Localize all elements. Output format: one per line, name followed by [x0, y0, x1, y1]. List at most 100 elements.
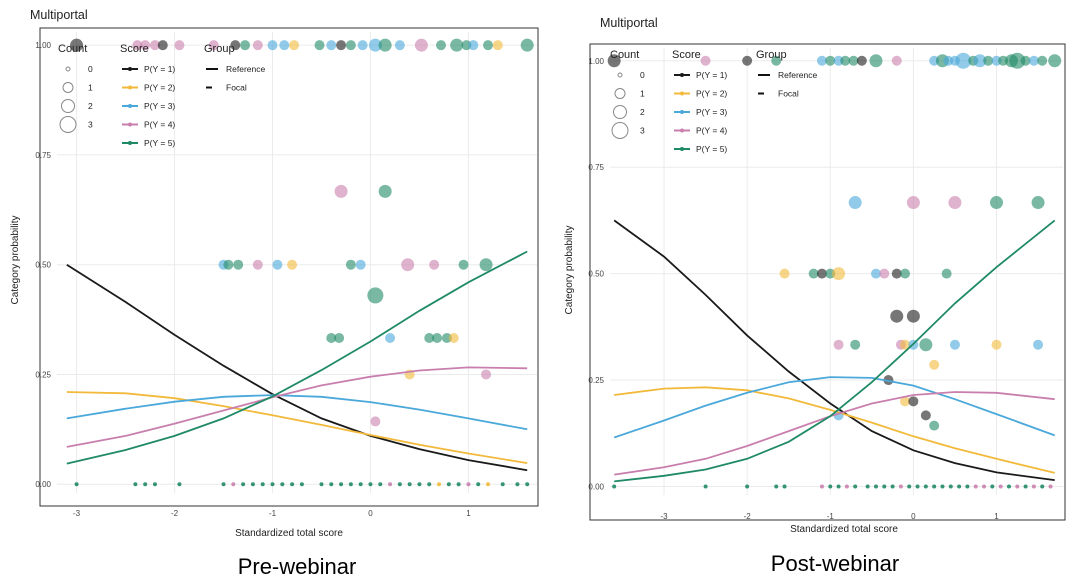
data-point — [289, 40, 300, 51]
data-point — [771, 55, 782, 66]
data-point — [230, 40, 241, 51]
series-line-p1 — [66, 263, 528, 472]
data-point — [450, 38, 464, 52]
legend-group-title: Group — [204, 43, 235, 55]
data-point — [840, 55, 851, 66]
legend-count-label: 3 — [88, 120, 93, 130]
data-point — [908, 396, 919, 407]
legend-count-symbol — [61, 99, 75, 113]
legend-score-label: P(Y = 5) — [696, 144, 727, 154]
data-point — [345, 259, 356, 270]
data-point — [900, 339, 911, 350]
legend-group-label: Focal — [226, 83, 247, 93]
data-point — [223, 259, 234, 270]
data-point — [221, 482, 226, 487]
panel-caption: Post-webinar — [771, 551, 899, 576]
x-tick-label: -1 — [827, 512, 835, 521]
data-point — [479, 258, 493, 272]
data-point — [270, 482, 275, 487]
data-point — [929, 359, 940, 370]
data-point — [339, 482, 344, 487]
series-line-p2 — [614, 386, 1055, 474]
data-point — [143, 482, 148, 487]
data-point — [891, 268, 902, 279]
data-point — [70, 38, 84, 52]
data-point — [816, 55, 827, 66]
data-point — [1009, 52, 1026, 69]
data-point — [865, 484, 870, 489]
data-point — [873, 484, 878, 489]
data-point — [483, 40, 494, 51]
data-point — [515, 482, 520, 487]
chart-title: Multiportal — [30, 8, 88, 22]
legend-count-label: 0 — [88, 64, 93, 74]
legend-count-symbol — [617, 72, 623, 78]
data-point — [1028, 55, 1039, 66]
x-axis-label: Standardized total score — [235, 528, 343, 539]
y-axis-label: Category probability — [564, 226, 575, 315]
data-point — [828, 484, 833, 489]
legend-score-label: P(Y = 4) — [696, 126, 727, 136]
data-point — [879, 268, 890, 279]
y-tick-label: 1.00 — [35, 41, 51, 50]
data-point — [844, 484, 849, 489]
data-point — [745, 484, 750, 489]
series-line-p3 — [613, 376, 1056, 439]
data-point — [461, 40, 472, 51]
data-point — [357, 40, 368, 51]
data-point — [287, 259, 298, 270]
data-point — [991, 339, 1002, 350]
y-tick-label: 0.00 — [35, 480, 51, 489]
legend-score-dot — [680, 73, 684, 77]
data-point — [394, 40, 405, 51]
series-line-p1 — [613, 219, 1055, 481]
data-point — [358, 482, 363, 487]
data-point — [870, 268, 881, 279]
legend-score-label: P(Y = 1) — [144, 64, 175, 74]
y-tick-label: 0.75 — [588, 163, 604, 172]
legend-group-label: Reference — [226, 64, 265, 74]
data-point — [334, 333, 345, 344]
legend-score-dot — [680, 110, 684, 114]
data-point — [856, 55, 867, 66]
x-tick-label: -1 — [269, 509, 277, 518]
data-point — [833, 339, 844, 350]
data-point — [250, 482, 255, 487]
data-point — [388, 482, 393, 487]
data-point — [378, 184, 392, 198]
legend-score-label: P(Y = 4) — [144, 120, 175, 130]
data-point — [319, 482, 324, 487]
data-point — [149, 40, 160, 51]
chart-title: Multiportal — [600, 16, 658, 30]
data-point — [941, 268, 952, 279]
legend-count-label: 2 — [88, 101, 93, 111]
data-point — [417, 482, 422, 487]
legend-score-dot — [128, 104, 132, 108]
data-point — [848, 196, 862, 210]
x-axis-label: Standardized total score — [790, 524, 898, 535]
data-point — [965, 484, 970, 489]
legend-score-title: Score — [672, 49, 701, 61]
legend-score-label: P(Y = 3) — [696, 107, 727, 117]
data-point — [208, 40, 219, 51]
data-point — [500, 482, 505, 487]
data-point — [348, 482, 353, 487]
legend-score-dot — [128, 67, 132, 71]
series-line-p5 — [66, 250, 528, 465]
x-tick-label: 0 — [368, 509, 373, 518]
data-point — [919, 338, 933, 352]
legend-score-dot — [680, 128, 684, 133]
x-tick-label: -2 — [171, 509, 179, 518]
data-point — [326, 40, 337, 51]
data-point — [703, 484, 708, 489]
plot-panel — [589, 43, 1066, 521]
legend-score-label: P(Y = 2) — [144, 83, 175, 93]
data-point — [272, 259, 283, 270]
y-axis-label: Category probability — [10, 216, 21, 305]
data-point — [133, 482, 138, 487]
data-point — [825, 55, 836, 66]
legend-count-label: 0 — [640, 70, 645, 80]
data-point — [990, 484, 995, 489]
data-point — [279, 40, 290, 51]
data-point — [441, 333, 452, 344]
